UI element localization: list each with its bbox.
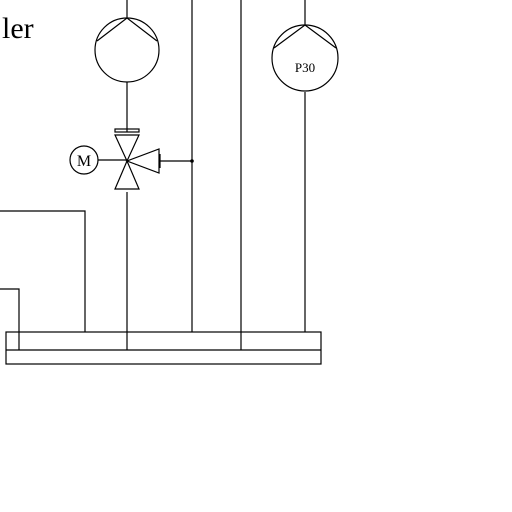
three-way-valve-icon xyxy=(114,128,160,190)
junction-dot xyxy=(190,159,194,163)
pump-right-label: P30 xyxy=(295,60,315,75)
partial-heading: ler xyxy=(2,12,34,45)
distribution-header xyxy=(5,331,322,365)
motor-icon xyxy=(69,145,99,175)
pipe-left-lower xyxy=(0,288,20,350)
pump-right-icon xyxy=(271,24,339,92)
motor-label: M xyxy=(77,153,91,170)
pipe-left-upper xyxy=(0,210,86,332)
pump-left-icon xyxy=(94,17,160,83)
